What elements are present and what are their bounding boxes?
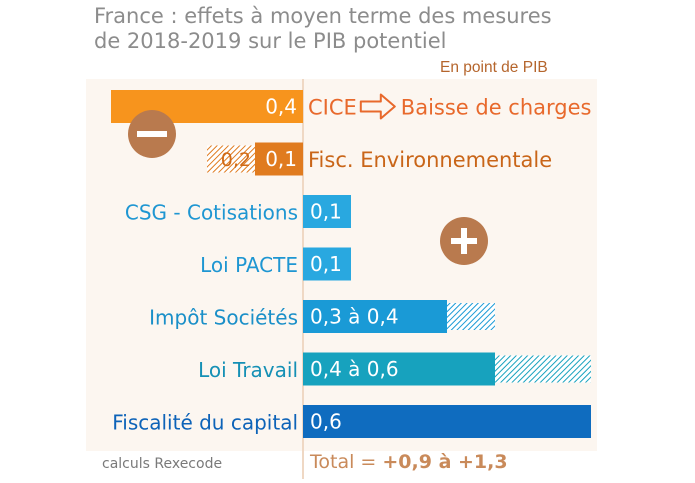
row-6-value-label: 0,4 à 0,6 bbox=[310, 357, 399, 381]
plus-vertical-stroke bbox=[461, 228, 467, 254]
row-1-category-label-suffix: Baisse de charges bbox=[401, 96, 592, 120]
source-note: calculs Rexecode bbox=[102, 456, 222, 472]
row-5-category-label: Impôt Sociétés bbox=[149, 306, 298, 330]
row-7-category-label: Fiscalité du capital bbox=[112, 411, 298, 435]
row-3-value-label: 0,1 bbox=[310, 200, 342, 224]
row-6-bar-range bbox=[495, 356, 591, 383]
row-7-value-label: 0,6 bbox=[310, 410, 342, 434]
row-5-bar-range bbox=[447, 303, 495, 330]
row-5-value-label: 0,3 à 0,4 bbox=[310, 305, 399, 329]
row-1-category-label: CICE bbox=[308, 96, 357, 120]
total-label: Total = bbox=[310, 451, 382, 473]
row-4-category-label: Loi PACTE bbox=[200, 253, 298, 277]
row-1-value-label: 0,4 bbox=[265, 95, 297, 119]
row-3-category-label: CSG - Cotisations bbox=[125, 201, 298, 225]
minus-stroke bbox=[137, 131, 167, 137]
total-summary: Total = +0,9 à +1,3 bbox=[310, 451, 508, 473]
row-6-category-label: Loi Travail bbox=[198, 358, 298, 382]
row-4-value-label: 0,1 bbox=[310, 252, 342, 276]
row-2-category-label: Fisc. Environnementale bbox=[308, 148, 552, 172]
arrow-right-icon bbox=[361, 95, 395, 119]
row-2-value-label: 0,1 bbox=[265, 147, 297, 171]
total-value: +0,9 à +1,3 bbox=[382, 451, 507, 473]
row-2-range-label: 0,2 bbox=[221, 149, 251, 171]
row-7-bar bbox=[303, 405, 591, 438]
